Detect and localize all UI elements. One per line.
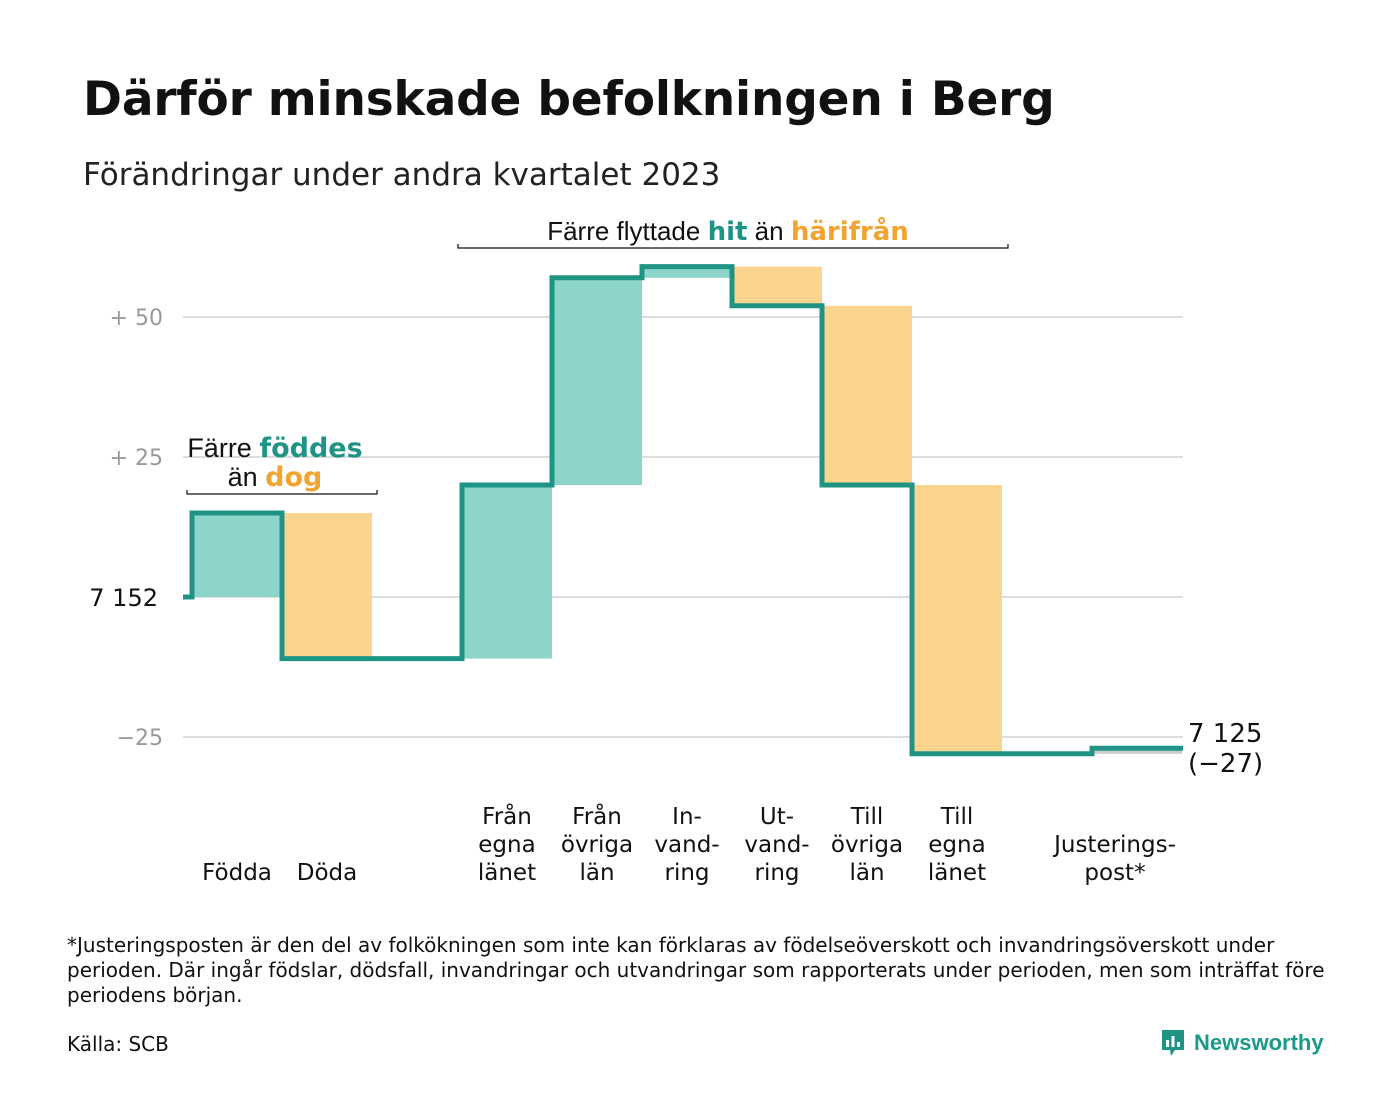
annotation-text: Färre flyttade hit än härifrån bbox=[547, 215, 909, 247]
waterfall-bar bbox=[912, 485, 1002, 754]
waterfall-bar bbox=[282, 513, 372, 659]
x-axis-label: Döda bbox=[297, 860, 357, 886]
waterfall-bar bbox=[1092, 748, 1182, 754]
chart-title: Därför minskade befolkningen i Berg bbox=[83, 72, 1055, 127]
chart-subtitle: Förändringar under andra kvartalet 2023 bbox=[83, 157, 721, 193]
y-axis: + 50 + 25 −25 7 152 7 125(−27) bbox=[89, 306, 1263, 779]
brand-logo: Newsworthy bbox=[1160, 1028, 1324, 1058]
annotation-text: Färre föddes bbox=[187, 433, 362, 464]
annotation-bracket bbox=[457, 244, 1009, 249]
x-axis-label: Till övriga län bbox=[831, 804, 903, 886]
y-tick-label: + 25 bbox=[110, 446, 163, 471]
waterfall-bar bbox=[552, 277, 642, 485]
end-value-label: 7 125 bbox=[1188, 719, 1262, 749]
waterfall-bar bbox=[192, 513, 282, 597]
waterfall-bar bbox=[822, 305, 912, 485]
annotation-text: än dog bbox=[228, 462, 323, 493]
footnote: *Justeringsposten är den del av folkökni… bbox=[67, 933, 1325, 1007]
brand-name: Newsworthy bbox=[1194, 1030, 1324, 1055]
cumulative-step-line bbox=[183, 264, 1183, 757]
annotation-bracket bbox=[186, 490, 378, 495]
y-tick-label: −25 bbox=[117, 726, 163, 751]
waterfall-bar bbox=[732, 266, 822, 306]
waterfall-bar bbox=[462, 485, 552, 659]
step-line bbox=[183, 264, 1183, 757]
x-axis-label: Födda bbox=[202, 860, 272, 886]
waterfall-bar bbox=[642, 266, 732, 278]
x-axis-label: Från övriga län bbox=[561, 802, 633, 886]
y-tick-label: + 50 bbox=[110, 306, 163, 331]
x-axis-label: Justerings-post* bbox=[1052, 832, 1176, 886]
x-axis-labels: Födda Döda Från egna länet Från övriga län In-va… bbox=[202, 802, 1176, 886]
x-axis-label: Till egna länet bbox=[928, 804, 986, 886]
waterfall-chart: + 50 + 25 −25 7 152 7 125(−27) Födda Döda Från… bbox=[89, 215, 1263, 886]
source-note: Källa: SCB bbox=[67, 1032, 169, 1056]
x-axis-label: In-vand-ring bbox=[654, 804, 719, 886]
end-change-label: (−27) bbox=[1188, 749, 1263, 779]
x-axis-label: Från egna länet bbox=[478, 802, 536, 886]
newsworthy-logo-icon bbox=[1162, 1030, 1184, 1056]
bars bbox=[192, 266, 1182, 754]
start-value-label: 7 152 bbox=[89, 584, 158, 612]
x-axis-label: Ut-vand-ring bbox=[744, 804, 809, 886]
